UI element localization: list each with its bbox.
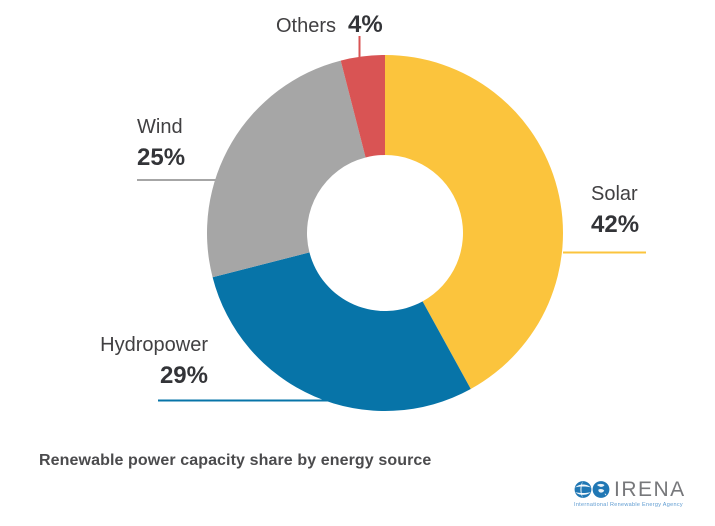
slice-label-solar-value: 42% <box>591 211 640 238</box>
slice-label-solar-name: Solar <box>591 183 638 205</box>
irena-logotype: IRENA <box>614 478 686 501</box>
slice-label-wind-name: Wind <box>137 116 183 138</box>
slice-label-wind-value: 25% <box>137 144 186 171</box>
donut-slice-others <box>340 55 385 158</box>
irena-globes-icon <box>574 481 610 498</box>
donut-slice-hydropower <box>212 252 471 411</box>
donut-slice-solar <box>385 55 563 389</box>
slice-label-hydropower-value: 29% <box>159 362 208 389</box>
irena-logo: IRENA International Renewable Energy Age… <box>574 479 706 508</box>
donut-slices <box>207 55 563 411</box>
slice-label-solar: Solar 42% <box>591 183 639 238</box>
chart-caption: Renewable power capacity share by energy… <box>39 452 432 469</box>
slice-label-others-value: 4% <box>348 11 383 38</box>
slice-label-hydropower: Hydropower 29% <box>90 334 208 389</box>
donut-slice-wind <box>207 60 366 278</box>
irena-tagline: International Renewable Energy Agency <box>574 502 683 508</box>
slice-label-others-name: Others <box>276 15 337 37</box>
slice-label-hydropower-name: Hydropower <box>100 334 208 356</box>
slice-label-others: Others 4% <box>276 11 383 38</box>
slice-label-wind: Wind 25% <box>137 116 185 171</box>
